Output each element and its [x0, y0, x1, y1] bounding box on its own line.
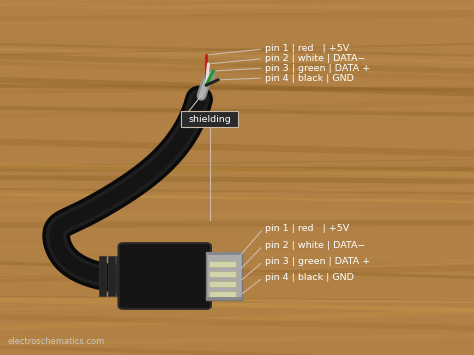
Bar [209, 281, 236, 287]
FancyBboxPatch shape [118, 243, 211, 309]
Bar [206, 297, 242, 300]
Text: pin 3 | green | DATA +: pin 3 | green | DATA + [265, 64, 371, 73]
Text: shielding: shielding [188, 115, 231, 124]
Bar [206, 252, 242, 255]
Bar [99, 256, 106, 296]
Text: pin 4 | black | GND: pin 4 | black | GND [265, 73, 354, 83]
Bar [123, 247, 206, 305]
Text: pin 2 | white | DATA−: pin 2 | white | DATA− [265, 54, 366, 63]
Text: electroschematics.com: electroschematics.com [7, 337, 104, 346]
Text: pin 1 | red   | +5V: pin 1 | red | +5V [265, 44, 350, 54]
Bar [209, 271, 236, 277]
Text: pin 4 | black | GND: pin 4 | black | GND [265, 273, 354, 282]
Bar [209, 261, 236, 267]
Bar [116, 256, 123, 296]
Text: pin 3 | green | DATA +: pin 3 | green | DATA + [265, 257, 371, 266]
Bar [206, 252, 242, 300]
FancyBboxPatch shape [181, 111, 238, 127]
Text: pin 2 | white | DATA−: pin 2 | white | DATA− [265, 241, 366, 250]
Text: pin 1 | red   | +5V: pin 1 | red | +5V [265, 224, 350, 234]
Bar [209, 291, 236, 297]
Bar [108, 256, 115, 296]
